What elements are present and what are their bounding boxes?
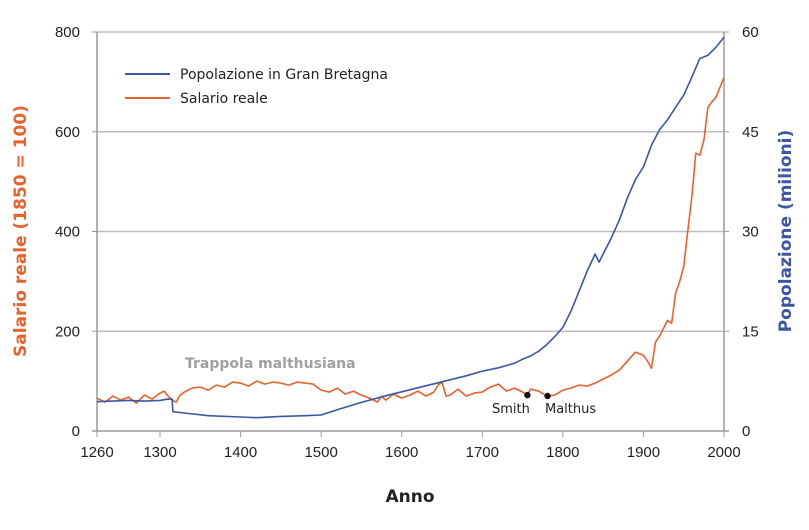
annotation-malthusian-trap: Trappola malthusiana [185, 356, 356, 372]
y-tick-label-right: 30 [742, 224, 759, 241]
x-tick-label: 2000 [707, 444, 740, 461]
y-tick-label-left: 400 [55, 224, 80, 241]
annotation-smith: Smith [492, 402, 530, 417]
x-tick-label: 1500 [304, 444, 337, 461]
x-tick-label: 1300 [143, 444, 176, 461]
y-axis-label-right: Popolazione (milioni) [776, 130, 796, 333]
x-tick-label: 1700 [466, 444, 499, 461]
y-tick-label-left: 800 [55, 24, 80, 41]
annotation-malthus: Malthus [545, 402, 596, 417]
y-tick-label-right: 45 [742, 124, 759, 141]
x-tick-label: 1600 [385, 444, 418, 461]
population-line [96, 36, 725, 419]
smith-marker [524, 391, 531, 399]
legend: Popolazione in Gran Bretagna Salario rea… [125, 67, 388, 107]
legend-label-wage: Salario reale [180, 91, 268, 107]
y-tick-label-left: 0 [72, 423, 80, 440]
malthus-marker [544, 392, 551, 400]
y-tick-label-left: 600 [55, 124, 80, 141]
x-tick-label: 1400 [224, 444, 257, 461]
y-tick-label-right: 60 [742, 24, 759, 41]
x-axis-label: Anno [385, 487, 434, 507]
x-tick-label: 1900 [627, 444, 660, 461]
real-wage-line [96, 77, 725, 404]
y-tick-label-right: 0 [742, 423, 750, 440]
y-axis-label-left: Salario reale (1850 = 100) [11, 105, 31, 357]
x-tick-label: 1260 [80, 444, 113, 461]
legend-label-population: Popolazione in Gran Bretagna [180, 67, 388, 83]
x-tick-label: 1800 [546, 444, 579, 461]
y-tick-label-left: 200 [55, 323, 80, 340]
y-tick-label-right: 15 [742, 323, 759, 340]
